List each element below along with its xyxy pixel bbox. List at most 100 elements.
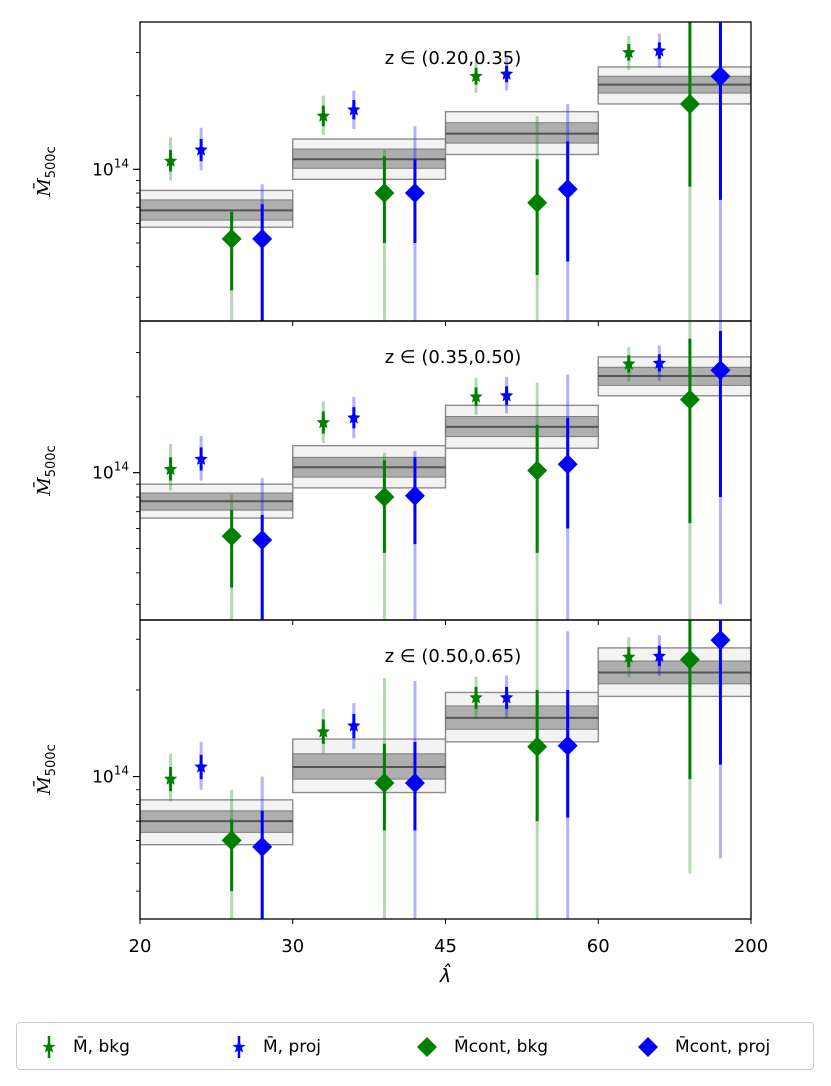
diamond-marker bbox=[557, 454, 578, 475]
diamond-point-bkg bbox=[374, 149, 395, 321]
panel-3: 1014 M̄500c z ∈ (0.50,0.65) bbox=[32, 619, 752, 924]
diamond-marker bbox=[252, 836, 273, 857]
panel-title: z ∈ (0.20,0.35) bbox=[385, 48, 522, 69]
star-marker bbox=[499, 388, 514, 402]
star-point-bkg bbox=[622, 36, 636, 70]
star-marker bbox=[163, 154, 178, 167]
star-marker bbox=[316, 415, 330, 429]
star-point-proj bbox=[194, 127, 208, 171]
star-marker bbox=[652, 356, 666, 369]
star-point-bkg bbox=[469, 676, 483, 718]
diamond-point-proj bbox=[404, 680, 425, 919]
x-tick-label: 60 bbox=[587, 936, 610, 957]
legend-item-mcont-bkg: M̄cont, bkg bbox=[414, 1023, 548, 1071]
legend-item-mbar-proj: M̄, proj bbox=[229, 1023, 321, 1071]
star-point-bkg bbox=[316, 95, 330, 136]
star-point-bkg bbox=[163, 753, 178, 802]
diamond-marker bbox=[252, 228, 273, 249]
diamond-marker bbox=[527, 460, 548, 481]
figure: 1014 M̄500c z ∈ (0.20,0.35) 1014 M̄500c z ∈ (… bbox=[32, 21, 768, 987]
star-marker-icon bbox=[232, 1036, 246, 1058]
y-axis-label: M̄500c bbox=[32, 146, 59, 197]
x-tick-label: 20 bbox=[129, 936, 152, 957]
diamond-marker bbox=[374, 183, 395, 204]
legend-label: M̄cont, proj bbox=[675, 1037, 771, 1057]
legend-label: M̄, proj bbox=[263, 1037, 322, 1057]
y-tick-label: 1014 bbox=[92, 460, 129, 484]
diamond-point-proj bbox=[252, 776, 273, 919]
diamond-point-proj bbox=[710, 620, 731, 859]
diamond-marker-icon bbox=[417, 1037, 437, 1057]
star-point-proj bbox=[347, 703, 361, 749]
star-marker bbox=[316, 724, 330, 738]
diamond-point-proj bbox=[557, 374, 578, 620]
diamond-point-proj bbox=[252, 184, 273, 321]
star-marker-icon bbox=[42, 1036, 56, 1058]
legend-item-mbar-bkg: M̄, bkg bbox=[39, 1023, 130, 1071]
star-point-bkg bbox=[163, 137, 178, 181]
star-marker bbox=[163, 462, 178, 476]
diamond-point-bkg bbox=[679, 620, 700, 874]
diamond-marker bbox=[252, 530, 273, 551]
star-point-proj bbox=[499, 56, 514, 91]
plot-area bbox=[140, 620, 751, 919]
panel-title: z ∈ (0.35,0.50) bbox=[385, 347, 522, 368]
panel-title: z ∈ (0.50,0.65) bbox=[385, 646, 522, 667]
star-point-proj bbox=[347, 90, 361, 130]
star-point-bkg bbox=[469, 377, 483, 415]
diamond-point-proj bbox=[557, 631, 578, 919]
diamond-marker bbox=[404, 772, 425, 793]
panel-1: 1014 M̄500c z ∈ (0.20,0.35) bbox=[32, 21, 752, 326]
star-marker bbox=[194, 452, 208, 465]
diamond-point-proj bbox=[252, 478, 273, 620]
diamond-marker bbox=[221, 830, 242, 851]
star-point-proj bbox=[652, 33, 666, 68]
diamond-marker bbox=[374, 772, 395, 793]
diamond-marker bbox=[679, 93, 700, 114]
diamond-point-bkg bbox=[221, 210, 242, 321]
diamond-marker bbox=[557, 179, 578, 200]
x-tick-label: 45 bbox=[434, 936, 457, 957]
y-axis-label: M̄500c bbox=[32, 445, 59, 496]
star-marker bbox=[622, 357, 636, 370]
diamond-point-proj bbox=[404, 450, 425, 620]
diamond-point-bkg bbox=[221, 789, 242, 919]
star-marker bbox=[499, 690, 514, 704]
diamond-point-bkg bbox=[679, 22, 700, 321]
y-axis-label: M̄500c bbox=[32, 744, 59, 795]
diamond-marker-icon bbox=[638, 1037, 658, 1057]
star-marker bbox=[469, 690, 483, 704]
star-marker bbox=[194, 760, 208, 773]
diamond-marker bbox=[710, 630, 731, 651]
star-marker bbox=[469, 389, 483, 403]
star-point-bkg bbox=[316, 708, 330, 754]
diamond-marker bbox=[374, 487, 395, 508]
star-point-bkg bbox=[622, 347, 636, 382]
diamond-marker bbox=[710, 360, 731, 381]
star-point-proj bbox=[194, 435, 208, 481]
plot-area bbox=[140, 22, 751, 321]
star-point-proj bbox=[499, 675, 514, 718]
star-marker bbox=[347, 718, 361, 732]
star-marker bbox=[469, 69, 483, 82]
star-point-proj bbox=[652, 635, 666, 676]
star-marker bbox=[622, 45, 636, 59]
star-point-bkg bbox=[316, 401, 330, 444]
diamond-marker bbox=[221, 526, 242, 547]
x-axis-label: λ̂ bbox=[439, 963, 451, 987]
diamond-point-bkg bbox=[374, 452, 395, 620]
diamond-point-proj bbox=[710, 22, 731, 321]
star-marker bbox=[194, 143, 208, 156]
x-tick-label: 30 bbox=[281, 936, 304, 957]
star-point-proj bbox=[347, 396, 361, 439]
y-tick-label: 1014 bbox=[92, 764, 129, 788]
diamond-point-proj bbox=[557, 103, 578, 321]
star-point-bkg bbox=[163, 443, 178, 491]
diamond-marker bbox=[404, 183, 425, 204]
diamond-marker bbox=[527, 736, 548, 757]
legend-label: M̄, bkg bbox=[73, 1037, 130, 1057]
star-marker bbox=[316, 109, 330, 122]
star-marker bbox=[163, 772, 178, 785]
diamond-marker bbox=[679, 389, 700, 410]
diamond-point-bkg bbox=[527, 620, 548, 919]
